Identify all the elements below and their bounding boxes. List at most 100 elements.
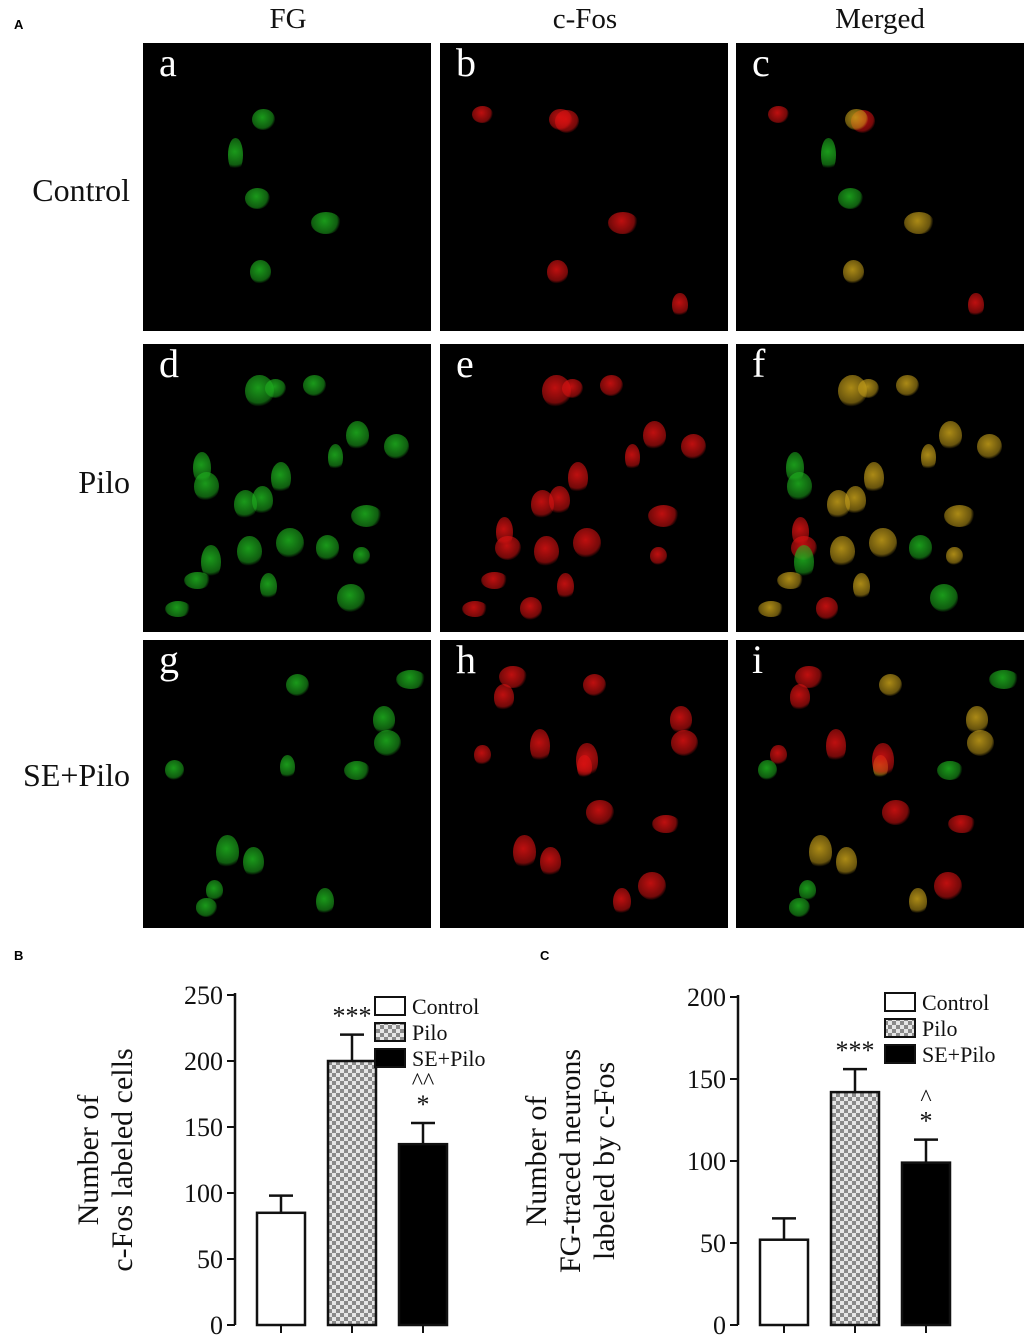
- cell-blob: [937, 760, 964, 780]
- row-label-pilo: Pilo: [78, 464, 130, 500]
- y-axis-title: Number of: [72, 1095, 105, 1226]
- cell-blob: [637, 872, 666, 901]
- cell-blob: [481, 572, 509, 590]
- cell-blob: [947, 814, 977, 834]
- chart-b: 0 50 100 150 200 250 Number of c-Fos labeled ce…: [72, 981, 486, 1339]
- micrograph-se-pilo-merged: i: [736, 640, 1024, 928]
- micrograph-letter: a: [159, 43, 177, 85]
- cell-blob: [613, 887, 632, 916]
- cell-blob: [767, 106, 789, 124]
- cell-blob: [789, 683, 811, 711]
- y-tick-label: 100: [687, 1147, 726, 1176]
- micrograph-control-cfos: b: [440, 43, 728, 331]
- cell-blob: [530, 728, 551, 763]
- column-header-merged: Merged: [835, 3, 925, 35]
- cell-blob: [462, 600, 489, 617]
- y-axis-title: labeled by c-Fos: [588, 1062, 621, 1260]
- cell-blob: [786, 452, 805, 484]
- significance-marker-caret: ^: [920, 1086, 931, 1112]
- cell-blob: [228, 138, 243, 172]
- cell-blob: [200, 544, 221, 580]
- cell-blob: [777, 572, 805, 590]
- significance-marker-caret: ^^: [412, 1069, 435, 1095]
- significance-marker: ***: [333, 1002, 372, 1031]
- cell-blob: [344, 760, 371, 780]
- cell-blob: [770, 744, 787, 765]
- cell-blob: [165, 600, 192, 617]
- cell-blob: [929, 583, 958, 612]
- legend-label: SE+Pilo: [922, 1042, 996, 1067]
- cell-blob: [844, 108, 868, 131]
- panel-a-letter: A: [14, 17, 24, 32]
- cell-blob: [868, 527, 898, 559]
- cell-blob: [271, 461, 292, 494]
- micrograph-letter: e: [456, 344, 474, 386]
- cell-blob: [586, 800, 614, 825]
- cell-blob: [966, 730, 995, 757]
- cell-blob: [943, 504, 975, 527]
- cell-blob: [878, 673, 902, 696]
- y-tick-label: 150: [687, 1065, 726, 1094]
- micrograph-se-pilo-fg: g: [143, 640, 431, 928]
- micrograph-letter: d: [159, 344, 179, 386]
- cell-blob: [624, 443, 641, 471]
- y-axis-title: Number of: [520, 1096, 553, 1227]
- y-tick-label: 0: [210, 1311, 223, 1339]
- cell-blob: [920, 443, 937, 471]
- column-header-fg: FG: [269, 3, 307, 35]
- micrograph-pilo-fg: d: [143, 344, 431, 632]
- cell-blob: [345, 420, 369, 451]
- y-tick-label: 50: [700, 1229, 726, 1258]
- bar-pilo: [829, 1090, 881, 1327]
- cell-blob: [938, 420, 962, 451]
- cell-blob: [548, 108, 572, 131]
- cell-blob: [310, 212, 342, 234]
- cell-blob: [845, 486, 867, 516]
- cell-blob: [259, 572, 277, 601]
- bar-control: [758, 1238, 810, 1327]
- cell-blob: [474, 744, 491, 765]
- cell-blob: [353, 546, 371, 565]
- cell-blob: [793, 544, 814, 580]
- cell-blob: [316, 887, 335, 916]
- cell-blob: [556, 572, 574, 601]
- micrograph-letter: g: [159, 640, 179, 682]
- cell-blob: [530, 489, 555, 520]
- cell-blob: [830, 535, 856, 568]
- cell-blob: [275, 527, 305, 559]
- cell-blob: [895, 374, 919, 396]
- y-tick-label: 0: [713, 1311, 726, 1339]
- cell-blob: [184, 572, 212, 590]
- cell-blob: [471, 106, 493, 124]
- significance-marker: ***: [836, 1036, 875, 1065]
- cell-blob: [680, 433, 706, 460]
- cell-blob: [672, 292, 688, 317]
- bar-se-pilo: [900, 1161, 952, 1327]
- cell-blob: [966, 706, 989, 734]
- cell-blob: [843, 260, 865, 284]
- cell-blob: [758, 600, 785, 617]
- micrograph-letter: f: [752, 344, 766, 386]
- micrograph-pilo-merged: f: [736, 344, 1024, 632]
- cell-blob: [968, 292, 984, 317]
- cell-blob: [572, 527, 602, 559]
- cell-blob: [798, 879, 817, 901]
- bar-se-pilo: [397, 1142, 449, 1327]
- y-tick-label: 50: [197, 1245, 223, 1274]
- micrograph-letter: i: [752, 640, 764, 682]
- cell-blob: [195, 898, 218, 917]
- cell-blob: [243, 846, 265, 878]
- cell-blob: [599, 374, 623, 396]
- micrograph-control-merged: c: [736, 43, 1024, 331]
- cell-blob: [315, 535, 339, 561]
- cell-blob: [670, 730, 699, 757]
- cell-blob: [233, 489, 258, 520]
- significance-marker: *: [920, 1107, 933, 1136]
- y-axis-title: c-Fos labeled cells: [106, 1048, 139, 1271]
- bar-control: [255, 1211, 307, 1327]
- bar-pilo: [326, 1059, 378, 1327]
- significance-marker: *: [417, 1090, 430, 1119]
- cell-blob: [549, 486, 571, 516]
- cell-blob: [251, 108, 275, 131]
- cell-blob: [976, 433, 1002, 460]
